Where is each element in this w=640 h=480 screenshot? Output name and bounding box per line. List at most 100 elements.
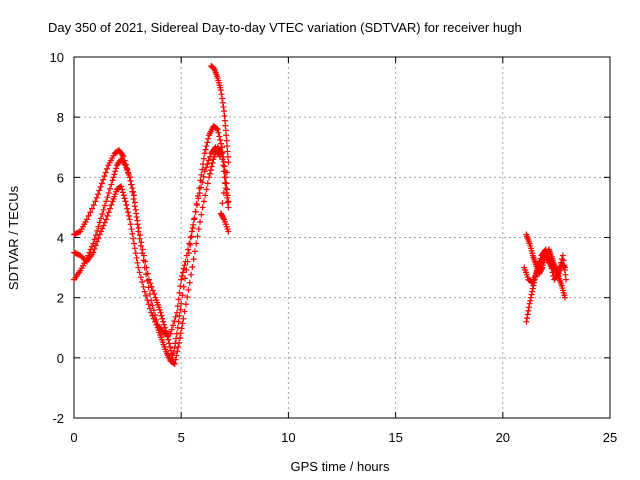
- data-point-track-c: [218, 150, 225, 157]
- data-point-track-c: [173, 352, 180, 359]
- data-point-track-a: [173, 335, 180, 342]
- data-point-track-c: [125, 209, 132, 216]
- data-point-track-b: [136, 235, 143, 242]
- data-point-track-b: [137, 242, 144, 249]
- data-point-track-b: [194, 202, 201, 209]
- data-point-track-b: [148, 297, 155, 304]
- data-point-track-a: [214, 126, 221, 133]
- data-point-track-d: [220, 189, 227, 196]
- data-point-track-e: [561, 294, 568, 301]
- data-point-track-b: [129, 185, 136, 192]
- data-point-track-c: [220, 162, 227, 169]
- data-point-track-c: [208, 163, 215, 170]
- data-point-track-d: [219, 200, 226, 207]
- data-point-track-c: [90, 249, 97, 256]
- data-point-track-c: [206, 170, 213, 177]
- x-tick-label: 25: [603, 430, 617, 445]
- data-point-track-c: [152, 318, 159, 325]
- data-point-track-a: [170, 350, 177, 357]
- data-point-track-g: [537, 255, 544, 262]
- data-point-track-b: [203, 164, 210, 171]
- y-tick-label: 10: [50, 50, 64, 65]
- data-point-track-c: [222, 185, 229, 192]
- x-tick-label: 15: [388, 430, 402, 445]
- data-point-track-b: [149, 302, 156, 309]
- data-point-track-c: [95, 235, 102, 242]
- data-point-track-b: [185, 246, 192, 253]
- data-point-track-b: [100, 206, 107, 213]
- data-point-track-a: [156, 306, 163, 313]
- data-point-track-c: [99, 225, 106, 232]
- data-point-track-c: [103, 216, 110, 223]
- data-point-track-e: [529, 288, 536, 295]
- data-point-track-c: [191, 248, 198, 255]
- data-point-track-c: [218, 149, 225, 156]
- data-point-track-a: [159, 315, 166, 322]
- data-point-track-b: [145, 284, 152, 291]
- data-point-track-f: [538, 265, 545, 272]
- data-point-track-b: [177, 283, 184, 290]
- data-point-track-c: [172, 356, 179, 363]
- data-point-track-b: [196, 189, 203, 196]
- data-point-track-c: [202, 192, 209, 199]
- data-point-track-b: [180, 265, 187, 272]
- data-point-track-c: [104, 212, 111, 219]
- data-point-track-c: [100, 222, 107, 229]
- data-point-track-c: [150, 315, 157, 322]
- data-point-track-c: [177, 330, 184, 337]
- data-point-track-b: [121, 161, 128, 168]
- data-point-track-e: [530, 282, 537, 289]
- data-point-track-a: [76, 229, 83, 236]
- data-point-track-c: [224, 199, 231, 206]
- data-point-track-b: [186, 240, 193, 247]
- data-point-track-b: [143, 271, 150, 278]
- data-point-track-a: [187, 241, 194, 248]
- data-point-track-g: [555, 270, 562, 277]
- data-point-track-b: [199, 179, 206, 186]
- data-point-track-b: [98, 215, 105, 222]
- data-point-track-b: [133, 214, 140, 221]
- data-point-track-b: [173, 309, 180, 316]
- data-point-track-c: [132, 250, 139, 257]
- data-point-track-g: [560, 257, 567, 264]
- data-point-track-a: [166, 340, 173, 347]
- data-point-track-a: [205, 135, 212, 142]
- data-point-track-a: [182, 275, 189, 282]
- data-point-track-d: [219, 99, 226, 106]
- data-point-track-c: [129, 230, 136, 237]
- data-point-track-a: [171, 345, 178, 352]
- x-tick-label: 5: [178, 430, 185, 445]
- data-point-track-b: [110, 174, 117, 181]
- data-point-track-c: [126, 216, 133, 223]
- data-point-track-a: [96, 187, 103, 194]
- data-point-track-c: [107, 205, 114, 212]
- data-point-track-c: [125, 212, 132, 219]
- data-point-track-c: [153, 321, 160, 328]
- data-point-track-e: [529, 285, 536, 292]
- data-point-track-c: [171, 360, 178, 367]
- data-point-track-c: [105, 209, 112, 216]
- data-point-track-c: [190, 256, 197, 263]
- data-point-track-a: [93, 194, 100, 201]
- data-point-track-d: [219, 95, 226, 102]
- data-point-track-c: [225, 204, 232, 211]
- data-point-track-c: [219, 156, 226, 163]
- data-point-track-a: [101, 173, 108, 180]
- data-point-track-a: [100, 176, 107, 183]
- data-point-track-a: [173, 330, 180, 337]
- data-point-track-b: [108, 181, 115, 188]
- data-point-track-a: [200, 155, 207, 162]
- data-point-track-a: [179, 292, 186, 299]
- data-point-track-c: [180, 315, 187, 322]
- data-point-track-b: [131, 199, 138, 206]
- data-point-track-g: [535, 261, 542, 268]
- x-axis-label: GPS time / hours: [291, 459, 390, 474]
- data-point-track-b: [132, 206, 139, 213]
- data-point-track-c: [98, 228, 105, 235]
- data-point-track-c: [92, 242, 99, 249]
- data-point-track-c: [148, 309, 155, 316]
- data-point-track-b: [187, 234, 194, 241]
- data-point-track-g: [557, 263, 564, 270]
- data-point-track-a: [102, 169, 109, 176]
- data-point-track-a: [224, 186, 231, 193]
